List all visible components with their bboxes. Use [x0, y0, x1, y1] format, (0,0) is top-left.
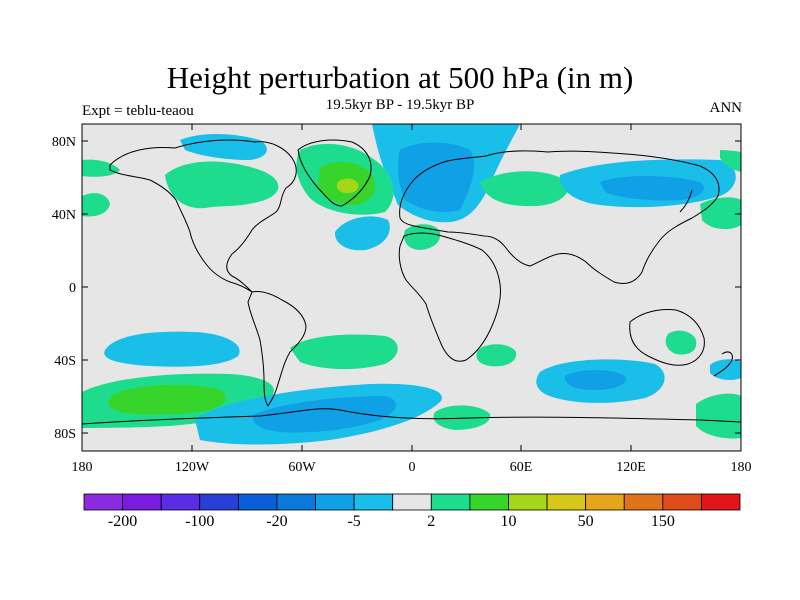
coastline-africa: [398, 232, 501, 362]
colorbar-swatch: [199, 493, 239, 511]
colorbar-swatch: [508, 493, 548, 511]
colorbar-swatch: [237, 493, 278, 511]
lon-label-60w: 60W: [288, 460, 316, 475]
coastline-new-zealand: [713, 351, 733, 377]
colorbar-label: 2: [427, 513, 435, 530]
contour-green-atlantic-left: [82, 193, 110, 217]
colorbar: [83, 493, 741, 511]
lon-label-180e: 180: [731, 460, 752, 475]
coastline-japan: [679, 189, 693, 213]
colorbar-label: 50: [578, 513, 594, 530]
lon-label-180w: 180: [72, 460, 93, 475]
colorbar-swatch: [585, 493, 625, 511]
contour-midblue-southern-ocean-indian: [564, 370, 626, 390]
colorbar-swatch: [430, 493, 471, 511]
experiment-label: Expt = teblu-teaou: [82, 103, 194, 119]
colorbar-label: -100: [185, 513, 214, 530]
contour-midgreen-southern-ocean-pacific: [107, 384, 226, 415]
colorbar-swatch: [353, 493, 394, 511]
latitude-labels: 80N 40N 0 40S 80S: [52, 135, 76, 442]
plot-title: Height perturbation at 500 hPa (in m): [166, 60, 634, 95]
colorbar-labels: -200 -100 -20 -5 2 10 50 150: [108, 513, 675, 530]
colorbar-swatch: [83, 493, 123, 511]
coastline-south-america: [247, 291, 307, 407]
coastline-antarctica: [82, 408, 741, 425]
coastline-greenland: [297, 139, 372, 207]
lat-label-40s: 40S: [54, 354, 76, 369]
colorbar-swatch: [469, 493, 509, 511]
colorbar-swatch: [623, 493, 664, 511]
contour-green-north-pacific-right: [720, 150, 741, 172]
colorbar-label: -20: [266, 513, 287, 530]
lat-label-0: 0: [69, 281, 76, 296]
contour-green-north-asia: [480, 171, 569, 207]
colorbar-swatch: [701, 493, 741, 511]
colorbar-label: 150: [651, 513, 675, 530]
coastline-layer: [82, 139, 741, 425]
contour-blue-mid-atlantic: [334, 216, 390, 251]
contour-yellowgreen-greenland: [336, 178, 359, 194]
lon-label-0: 0: [409, 460, 416, 475]
colorbar-swatch: [122, 493, 162, 511]
lon-label-120e: 120E: [616, 460, 646, 475]
contour-green-antarctic-east: [433, 405, 491, 430]
lon-label-60e: 60E: [510, 460, 533, 475]
contour-green-australia: [665, 330, 697, 355]
contour-green-north-america: [165, 161, 279, 209]
coastline-eurasia: [399, 150, 720, 285]
colorbar-swatch: [546, 493, 587, 511]
lon-label-120w: 120W: [175, 460, 210, 475]
contour-blue-east-pacific-small: [710, 359, 741, 381]
contour-green-south-indian: [476, 344, 517, 367]
coastline-australia: [629, 309, 705, 366]
colorbar-label: 10: [500, 513, 516, 530]
lat-label-40n: 40N: [52, 208, 76, 223]
contour-green-mediterranean: [404, 224, 441, 250]
contour-midblue-east-asia: [600, 176, 704, 201]
coastline-north-america: [109, 139, 297, 293]
colorbar-swatch: [160, 493, 201, 511]
colorbar-label: -5: [347, 513, 360, 530]
contour-green-ross-sea: [696, 393, 741, 439]
lat-label-80s: 80S: [54, 427, 76, 442]
colorbar-label: -200: [108, 513, 137, 530]
colorbar-swatch: [276, 493, 316, 511]
colorbar-swatch: [392, 493, 432, 511]
season-label: ANN: [709, 100, 743, 116]
contour-blue-south-pacific: [104, 331, 240, 367]
colorbar-swatch: [315, 493, 355, 511]
colorbar-swatch: [662, 493, 702, 511]
contour-green-south-atlantic: [290, 334, 398, 370]
contour-midblue-antarctic: [252, 396, 396, 433]
longitude-labels: 180 120W 60W 0 60E 120E 180: [72, 460, 752, 475]
lat-label-80n: 80N: [52, 135, 76, 150]
contour-midblue-europe: [397, 142, 475, 212]
plot-subtitle: 19.5kyr BP - 19.5kyr BP: [325, 97, 475, 113]
axis-ticks: [81, 124, 742, 451]
